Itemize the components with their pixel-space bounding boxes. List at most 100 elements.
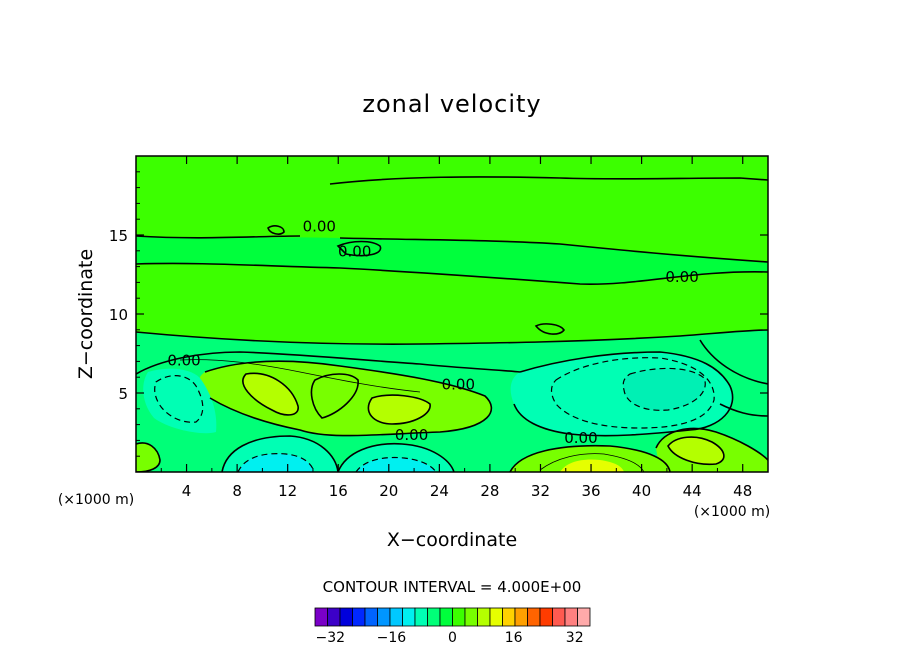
colorbar-cell (552, 607, 566, 627)
y-tick-label: 10 (109, 306, 128, 324)
contour-thin-1 (179, 359, 421, 393)
region-bottom-positive-1 (510, 445, 670, 472)
x-axis-ticks: 4 8 12 16 20 24 28 32 36 40 44 48 (160, 156, 752, 500)
contour-lines-negative (154, 357, 715, 472)
x-tick-label: 16 (329, 482, 348, 500)
contour-labels: 0.000.000.000.000.000.00 0.00 (167, 217, 698, 447)
contour-left-edge (136, 442, 161, 472)
contour-label: 0.00 (167, 352, 200, 370)
contour-zero-small (267, 225, 285, 235)
contour-lines-thin (179, 359, 645, 472)
contour-zero-negright (513, 351, 734, 437)
contour-zero-upper (136, 235, 768, 263)
colorbar-cell (402, 607, 416, 627)
colorbar-cell (414, 607, 428, 627)
contour-core-3 (310, 373, 359, 419)
contour-zero-top (329, 176, 768, 185)
contour-bottom-2 (337, 442, 455, 472)
colorbar-cell (364, 607, 378, 627)
region-bottom-left-positive (136, 442, 160, 472)
contour-neg-bottom-1 (237, 453, 315, 472)
region-negative-right-core (623, 368, 706, 411)
contour-zero-mid (136, 262, 768, 285)
x-axis-label: X−coordinate (387, 529, 517, 551)
x-tick-label: 36 (581, 482, 600, 500)
region-bottom-negative-2-core (356, 457, 436, 472)
x-tick-label: 48 (733, 482, 752, 500)
x-tick-label: 28 (480, 482, 499, 500)
region-positive-core-2 (368, 395, 431, 424)
contour-lines (136, 176, 768, 472)
contour-field (136, 156, 768, 472)
contour-zero-lower (136, 329, 768, 345)
colorbar-cell (464, 607, 478, 627)
colorbar-cell (489, 607, 503, 627)
contour-label: 0.00 (303, 217, 336, 235)
contour-label: 0.00 (442, 375, 475, 393)
contour-right-low (699, 339, 768, 385)
x-tick-label: 44 (683, 482, 702, 500)
contour-bottom-5 (667, 436, 725, 466)
colorbar-tick-label: −16 (377, 630, 407, 646)
colorbar-cell (577, 607, 591, 627)
colorbar-tick-label: 32 (566, 630, 584, 646)
x-tick-label: 12 (278, 482, 297, 500)
colorbar-tick-label: 16 (505, 630, 523, 646)
contour-zero-tongue (204, 360, 493, 437)
colorbar-cell (564, 607, 578, 627)
x-tick-label: 40 (632, 482, 651, 500)
region-upper-band (136, 236, 768, 285)
contour-label: 0.00 (338, 243, 371, 261)
contour-neg-right-outer (550, 357, 715, 429)
y-axis-label: Z−coordinate (75, 249, 97, 379)
region-bottom-negative-1-core (238, 453, 314, 472)
contour-label: 0.00 (564, 429, 597, 447)
colorbar-tick-label: −32 (316, 630, 346, 646)
contour-label: 0.00 (665, 268, 698, 286)
colorbar: −32 −16 0 16 32 (314, 607, 591, 646)
contour-right-low-2 (719, 403, 768, 417)
colorbar-cell (514, 607, 528, 627)
contour-bottom-3 (509, 444, 671, 472)
contour-interval-text: CONTOUR INTERVAL = 4.000E+00 (323, 578, 582, 596)
x-tick-label: 20 (379, 482, 398, 500)
colorbar-cell (377, 607, 391, 627)
colorbar-cell (527, 607, 541, 627)
colorbar-cell (452, 607, 466, 627)
contour-bottom-1 (221, 435, 339, 472)
x-tick-label: 24 (430, 482, 449, 500)
x-tick-label: 4 (182, 482, 192, 500)
x-axis-unit-right: (×1000 m) (694, 504, 770, 520)
region-negative-left (143, 368, 217, 434)
x-tick-label: 32 (531, 482, 550, 500)
contour-thin-2 (539, 453, 645, 472)
contour-neg-right (622, 367, 706, 411)
colorbar-cell (539, 607, 553, 627)
x-tick-label: 8 (232, 482, 242, 500)
colorbar-tick-label: 0 (448, 630, 457, 646)
contour-zero-lower-left (136, 351, 521, 375)
colorbar-cell (339, 607, 353, 627)
contour-zero-small-2 (534, 323, 565, 335)
region-positive-core (242, 373, 299, 415)
colorbar-cell (439, 607, 453, 627)
y-tick-label: 5 (118, 385, 128, 403)
region-bottom-positive-1-core (560, 459, 624, 472)
contour-bottom-4 (655, 427, 768, 461)
x-axis-unit-left: (×1000 m) (58, 492, 134, 508)
contour-core-1 (242, 372, 299, 416)
colorbar-cell (477, 607, 491, 627)
y-axis-ticks: 5 10 15 (109, 171, 768, 457)
contour-zero-blob (336, 240, 382, 257)
contour-core-2 (367, 394, 431, 425)
contour-neg-bottom-2 (355, 456, 437, 472)
colorbar-cell (314, 607, 328, 627)
colorbar-cell (327, 607, 341, 627)
colorbar-cell (389, 607, 403, 627)
y-tick-label: 15 (109, 227, 128, 245)
colorbar-cell (352, 607, 366, 627)
chart-title: zonal velocity (362, 90, 541, 118)
colorbar-cell (502, 607, 516, 627)
contour-label: 0.00 (395, 426, 428, 444)
